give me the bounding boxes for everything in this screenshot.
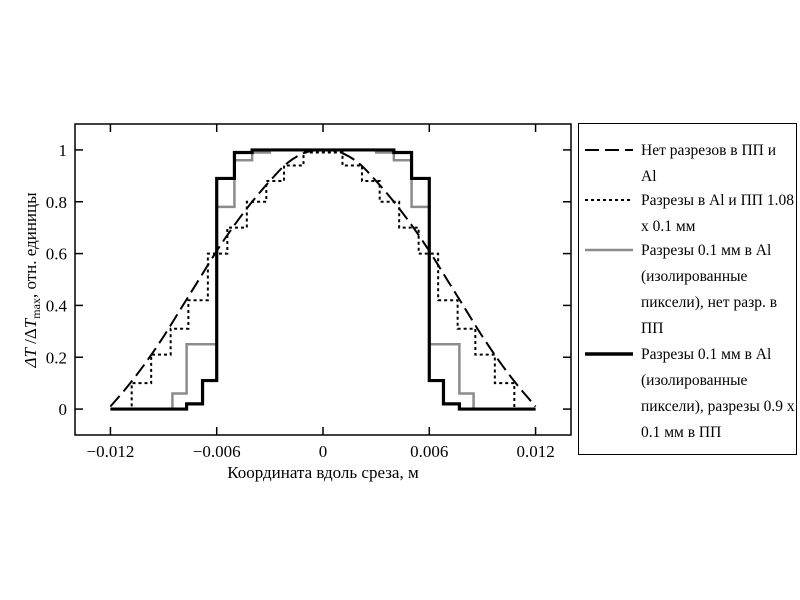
y-tick-label: 0: [59, 400, 68, 419]
y-tick-label: 0.8: [46, 193, 67, 212]
x-tick-label: 0.012: [516, 442, 554, 461]
y-tick-label: 0.2: [46, 348, 67, 367]
series-line-1: [109, 148, 537, 408]
legend-swatch-dashed: [585, 149, 633, 151]
ticks-layer: −0.012 −0.006 0 0.006 0.012 0 0.2 0.4 0.6 0.8 1: [46, 124, 571, 461]
x-tick-label: 0: [319, 442, 328, 461]
x-tick-label: 0.006: [410, 442, 448, 461]
plot-area: [74, 123, 572, 436]
y-tick-label: 1: [59, 141, 68, 160]
series-line-2: [110, 151, 536, 411]
legend-swatch-dotted: [585, 199, 633, 201]
series-line-4: [110, 148, 536, 411]
legend: Нет разрезов в ПП и Al Разрезы в Al и ПП…: [578, 123, 797, 455]
y-tick-label: 0.4: [46, 296, 68, 315]
x-axis-label: Координата вдоль среза, м: [227, 463, 419, 482]
y-axis-label: ΔT /ΔTmax, отн. единицы: [21, 192, 43, 369]
series-line-3: [110, 148, 536, 411]
legend-swatch-gray: [585, 248, 633, 252]
x-tick-label: −0.012: [87, 442, 135, 461]
legend-swatch-thick: [585, 352, 633, 356]
legend-label: Нет разрезов в ПП и Al: [641, 142, 777, 185]
legend-label: Разрезы в Al и ПП 1.08 x 0.1 мм: [641, 192, 794, 235]
legend-label: Разрезы 0.1 мм в Al (изолированные пиксе…: [641, 242, 778, 337]
series-layer: [109, 148, 537, 411]
y-tick-label: 0.6: [46, 245, 67, 264]
x-tick-label: −0.006: [193, 442, 241, 461]
legend-label: Разрезы 0.1 мм в Al (изолированные пиксе…: [641, 346, 795, 441]
